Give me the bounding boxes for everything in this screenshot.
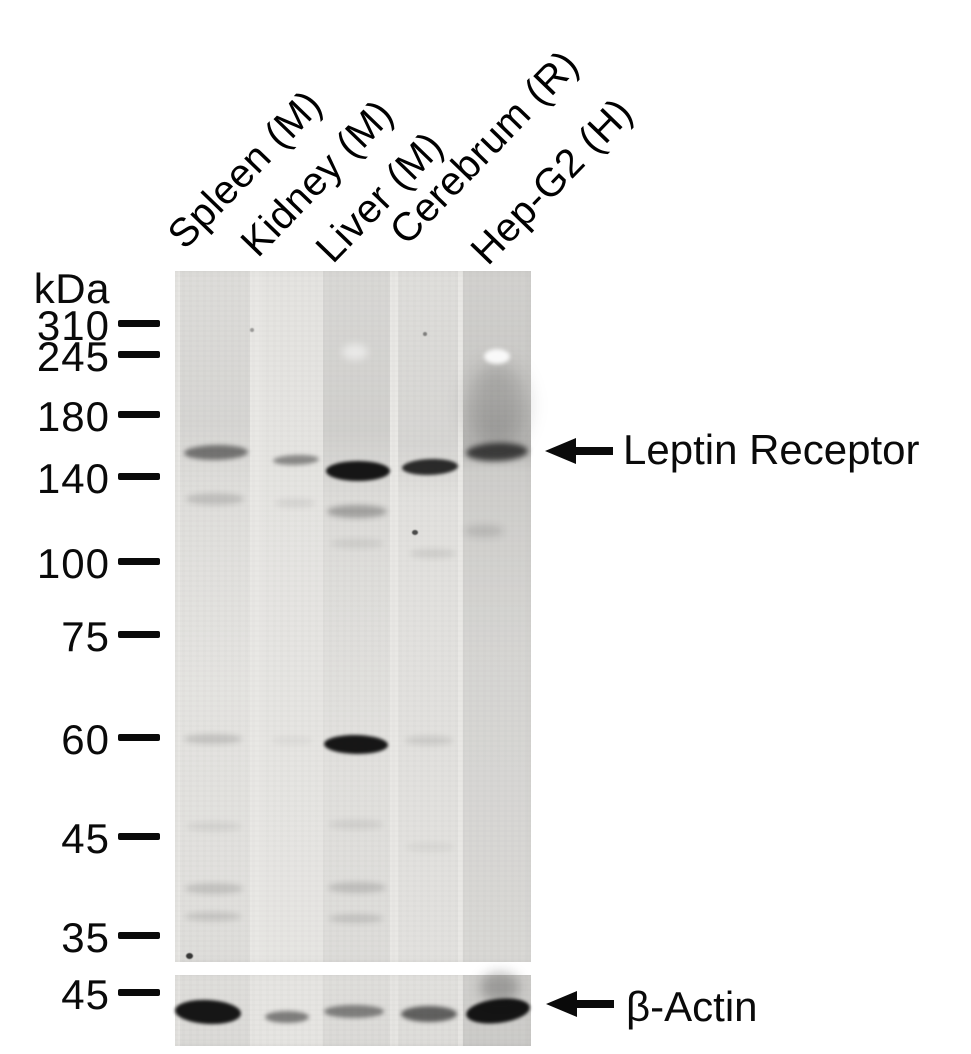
marker-tick-3: [118, 411, 160, 418]
marker-value-6: 75: [61, 613, 110, 660]
band-spleen-12: [184, 734, 242, 744]
marker-value-2: 245: [36, 333, 110, 380]
marker-tick-6: [118, 631, 160, 638]
left-arrow-icon: [545, 438, 613, 464]
marker-value-5: 100: [36, 540, 110, 587]
band-cerebrum-18: [406, 843, 454, 851]
band-hepg2-28: [480, 972, 520, 1002]
band-spleen-16: [187, 821, 241, 831]
band-liver-20: [328, 881, 386, 893]
band-spleen-32: [185, 953, 193, 959]
band-liver-2: [326, 461, 390, 481]
marker-tick-8: [118, 833, 160, 840]
spot-hepg2-29: [484, 348, 510, 364]
marker-tick-10: [118, 989, 160, 996]
marker-value-9: 35: [61, 914, 110, 961]
band-cerebrum-33: [423, 332, 427, 336]
band-spleen-6: [186, 493, 244, 505]
kda-unit-label: kDa: [33, 265, 110, 312]
band-kidney-24: [265, 1011, 309, 1023]
band-hepg2-11: [464, 525, 504, 537]
marker-value-7: 60: [61, 716, 110, 763]
lane-strip-5: [463, 271, 531, 962]
band-spleen-21: [185, 911, 241, 921]
marker-value-3: 180: [36, 393, 110, 440]
lane-strip-7: [323, 975, 390, 1046]
band-cerebrum-31: [412, 529, 418, 535]
blot-panel-main: [175, 271, 531, 962]
marker-tick-9: [118, 932, 160, 939]
marker-tick-2: [118, 351, 160, 358]
annotation-text-beta-actin: β-Actin: [626, 983, 758, 1030]
lane-strip-2: [262, 271, 322, 962]
band-cerebrum-10: [410, 548, 456, 558]
spot-liver-30: [342, 344, 368, 360]
band-kidney-7: [275, 499, 315, 507]
marker-tick-7: [118, 734, 160, 741]
marker-tick-1: [118, 320, 160, 327]
band-spleen-19: [185, 882, 243, 894]
marker-value-10: 45: [61, 971, 110, 1018]
band-kidney-13: [272, 736, 312, 744]
band-cerebrum-15: [405, 735, 453, 745]
band-liver-17: [329, 819, 383, 829]
band-liver-9: [331, 538, 383, 548]
annotation-text-leptin-receptor: Leptin Receptor: [623, 426, 920, 473]
marker-tick-5: [118, 558, 160, 565]
lane-strip-4: [398, 271, 458, 962]
band-cerebrum-26: [401, 1006, 457, 1022]
marker-value-8: 45: [61, 815, 110, 862]
lane-strip-1: [180, 271, 250, 962]
left-arrow-icon: [546, 991, 614, 1017]
band-liver-25: [324, 1004, 384, 1018]
band-hepg2-5: [467, 362, 527, 448]
band-liver-8: [327, 504, 387, 518]
marker-value-4: 140: [36, 455, 110, 502]
marker-tick-4: [118, 473, 160, 480]
lane-strip-3: [323, 271, 390, 962]
band-kidney-34: [250, 328, 254, 332]
band-liver-22: [329, 913, 383, 923]
marker-value-1: 310: [36, 302, 110, 349]
